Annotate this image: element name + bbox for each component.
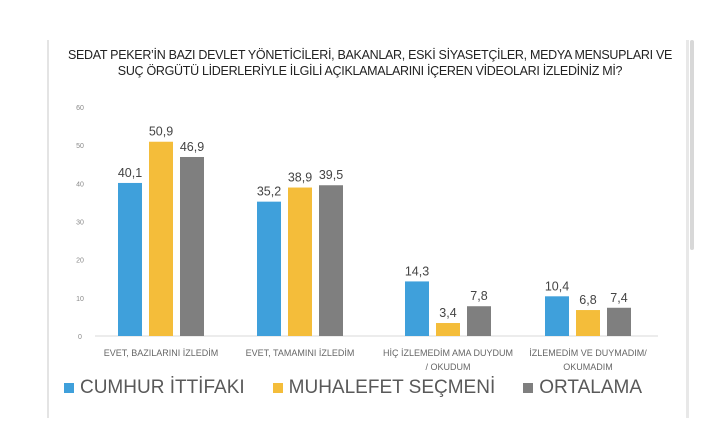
bar <box>288 187 312 336</box>
data-label: 10,4 <box>545 279 569 293</box>
bar <box>436 323 460 336</box>
category-label: OKUMADIM <box>563 362 613 372</box>
bar <box>607 307 631 336</box>
legend-item: CUMHUR İTTİFAKI <box>63 377 245 399</box>
bar <box>149 141 173 336</box>
legend: CUMHUR İTTİFAKI MUHALEFET SEÇMENİ ORTALAMA <box>0 377 706 399</box>
legend-swatch <box>63 383 74 393</box>
bar <box>118 182 142 336</box>
data-label: 6,8 <box>579 293 596 307</box>
data-label: 38,9 <box>288 171 312 185</box>
bar <box>576 310 600 336</box>
legend-label: CUMHUR İTTİFAKI <box>79 377 245 398</box>
category-label: EVET, TAMAMINI İZLEDİM <box>246 348 355 358</box>
category-label: / OKUDUM <box>426 362 471 372</box>
y-tick-label: 30 <box>76 220 84 227</box>
data-label: 46,9 <box>180 140 204 154</box>
bar <box>405 281 429 336</box>
data-label: 50,9 <box>149 125 173 139</box>
legend-label: MUHALEFET SEÇMENİ <box>288 377 496 398</box>
scrollbar[interactable] <box>690 40 694 250</box>
data-label: 7,4 <box>610 291 627 305</box>
bar <box>319 185 343 336</box>
y-tick-label: 0 <box>78 334 82 341</box>
page-border-right <box>686 40 689 418</box>
data-label: 40,1 <box>118 166 142 180</box>
y-tick-label: 20 <box>76 258 84 265</box>
legend-swatch <box>523 383 534 393</box>
bar <box>545 296 569 336</box>
data-label: 3,4 <box>439 306 456 320</box>
bar <box>467 306 491 336</box>
y-tick-label: 60 <box>76 105 84 112</box>
legend-item: ORTALAMA <box>523 377 642 399</box>
data-label: 39,5 <box>319 168 343 182</box>
data-label: 14,3 <box>405 264 429 278</box>
category-label: İZLEMEDİM VE DUYMADIM/ <box>529 348 647 358</box>
y-tick-label: 10 <box>76 296 84 303</box>
bar <box>257 201 281 336</box>
chart-title: SEDAT PEKER’İN BAZI DEVLET YÖNETİCİLERİ,… <box>67 48 673 78</box>
y-tick-label: 50 <box>76 143 84 150</box>
legend-swatch <box>272 383 283 393</box>
data-label: 7,8 <box>470 289 487 303</box>
data-label: 35,2 <box>257 185 281 199</box>
page-border-left <box>47 40 49 418</box>
y-tick-label: 40 <box>76 181 84 188</box>
legend-item: MUHALEFET SEÇMENİ <box>272 377 496 399</box>
bar <box>180 156 204 336</box>
legend-label: ORTALAMA <box>539 377 642 398</box>
category-label: EVET, BAZILARINI İZLEDİM <box>104 348 219 358</box>
category-label: HİÇ İZLEMEDİM AMA DUYDUM <box>383 348 513 358</box>
